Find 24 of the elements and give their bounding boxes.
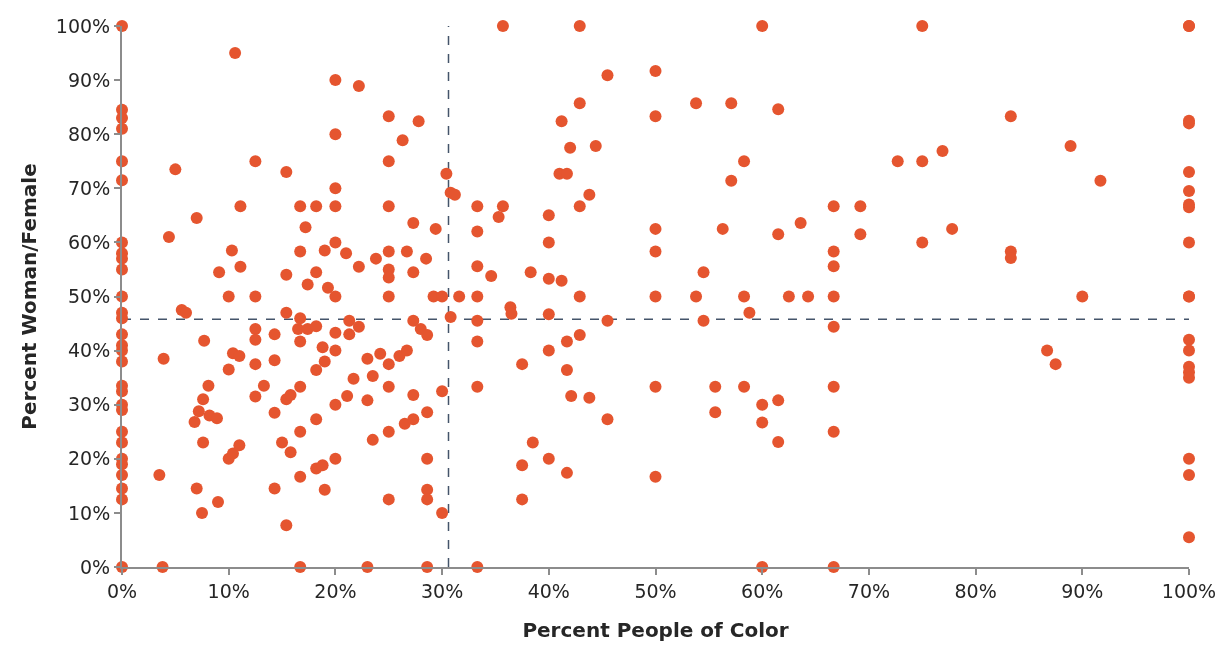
y-tick-label: 50%: [67, 285, 111, 308]
y-tick-label: 80%: [67, 122, 111, 145]
x-axis-title: Percent People of Color: [522, 617, 789, 642]
y-tick-label: 10%: [67, 501, 111, 524]
y-tick-label: 70%: [67, 176, 111, 199]
x-tick-label: 40%: [527, 579, 570, 602]
x-tick-label: 10%: [207, 579, 250, 602]
x-tick-label: 50%: [634, 579, 677, 602]
y-axis-title: Percent Woman/Female: [16, 163, 41, 430]
x-tick-label: 60%: [741, 579, 784, 602]
y-tick-label: 60%: [67, 231, 111, 254]
y-tick-label: 40%: [67, 339, 111, 362]
x-tick-label: 0%: [106, 579, 138, 602]
y-tick-label: 90%: [67, 68, 111, 91]
x-tick-label: 20%: [314, 579, 357, 602]
y-tick-label: 20%: [67, 447, 111, 470]
y-tick-label: 30%: [67, 393, 111, 416]
x-tick-label: 70%: [847, 579, 891, 602]
y-tick-label: 0%: [80, 555, 111, 578]
x-tick-label: 30%: [420, 579, 464, 602]
x-tick-label: 80%: [954, 579, 997, 602]
x-tick-label: 100%: [1161, 579, 1217, 602]
x-tick-label: 90%: [1061, 579, 1104, 602]
y-tick-label: 100%: [55, 14, 111, 37]
